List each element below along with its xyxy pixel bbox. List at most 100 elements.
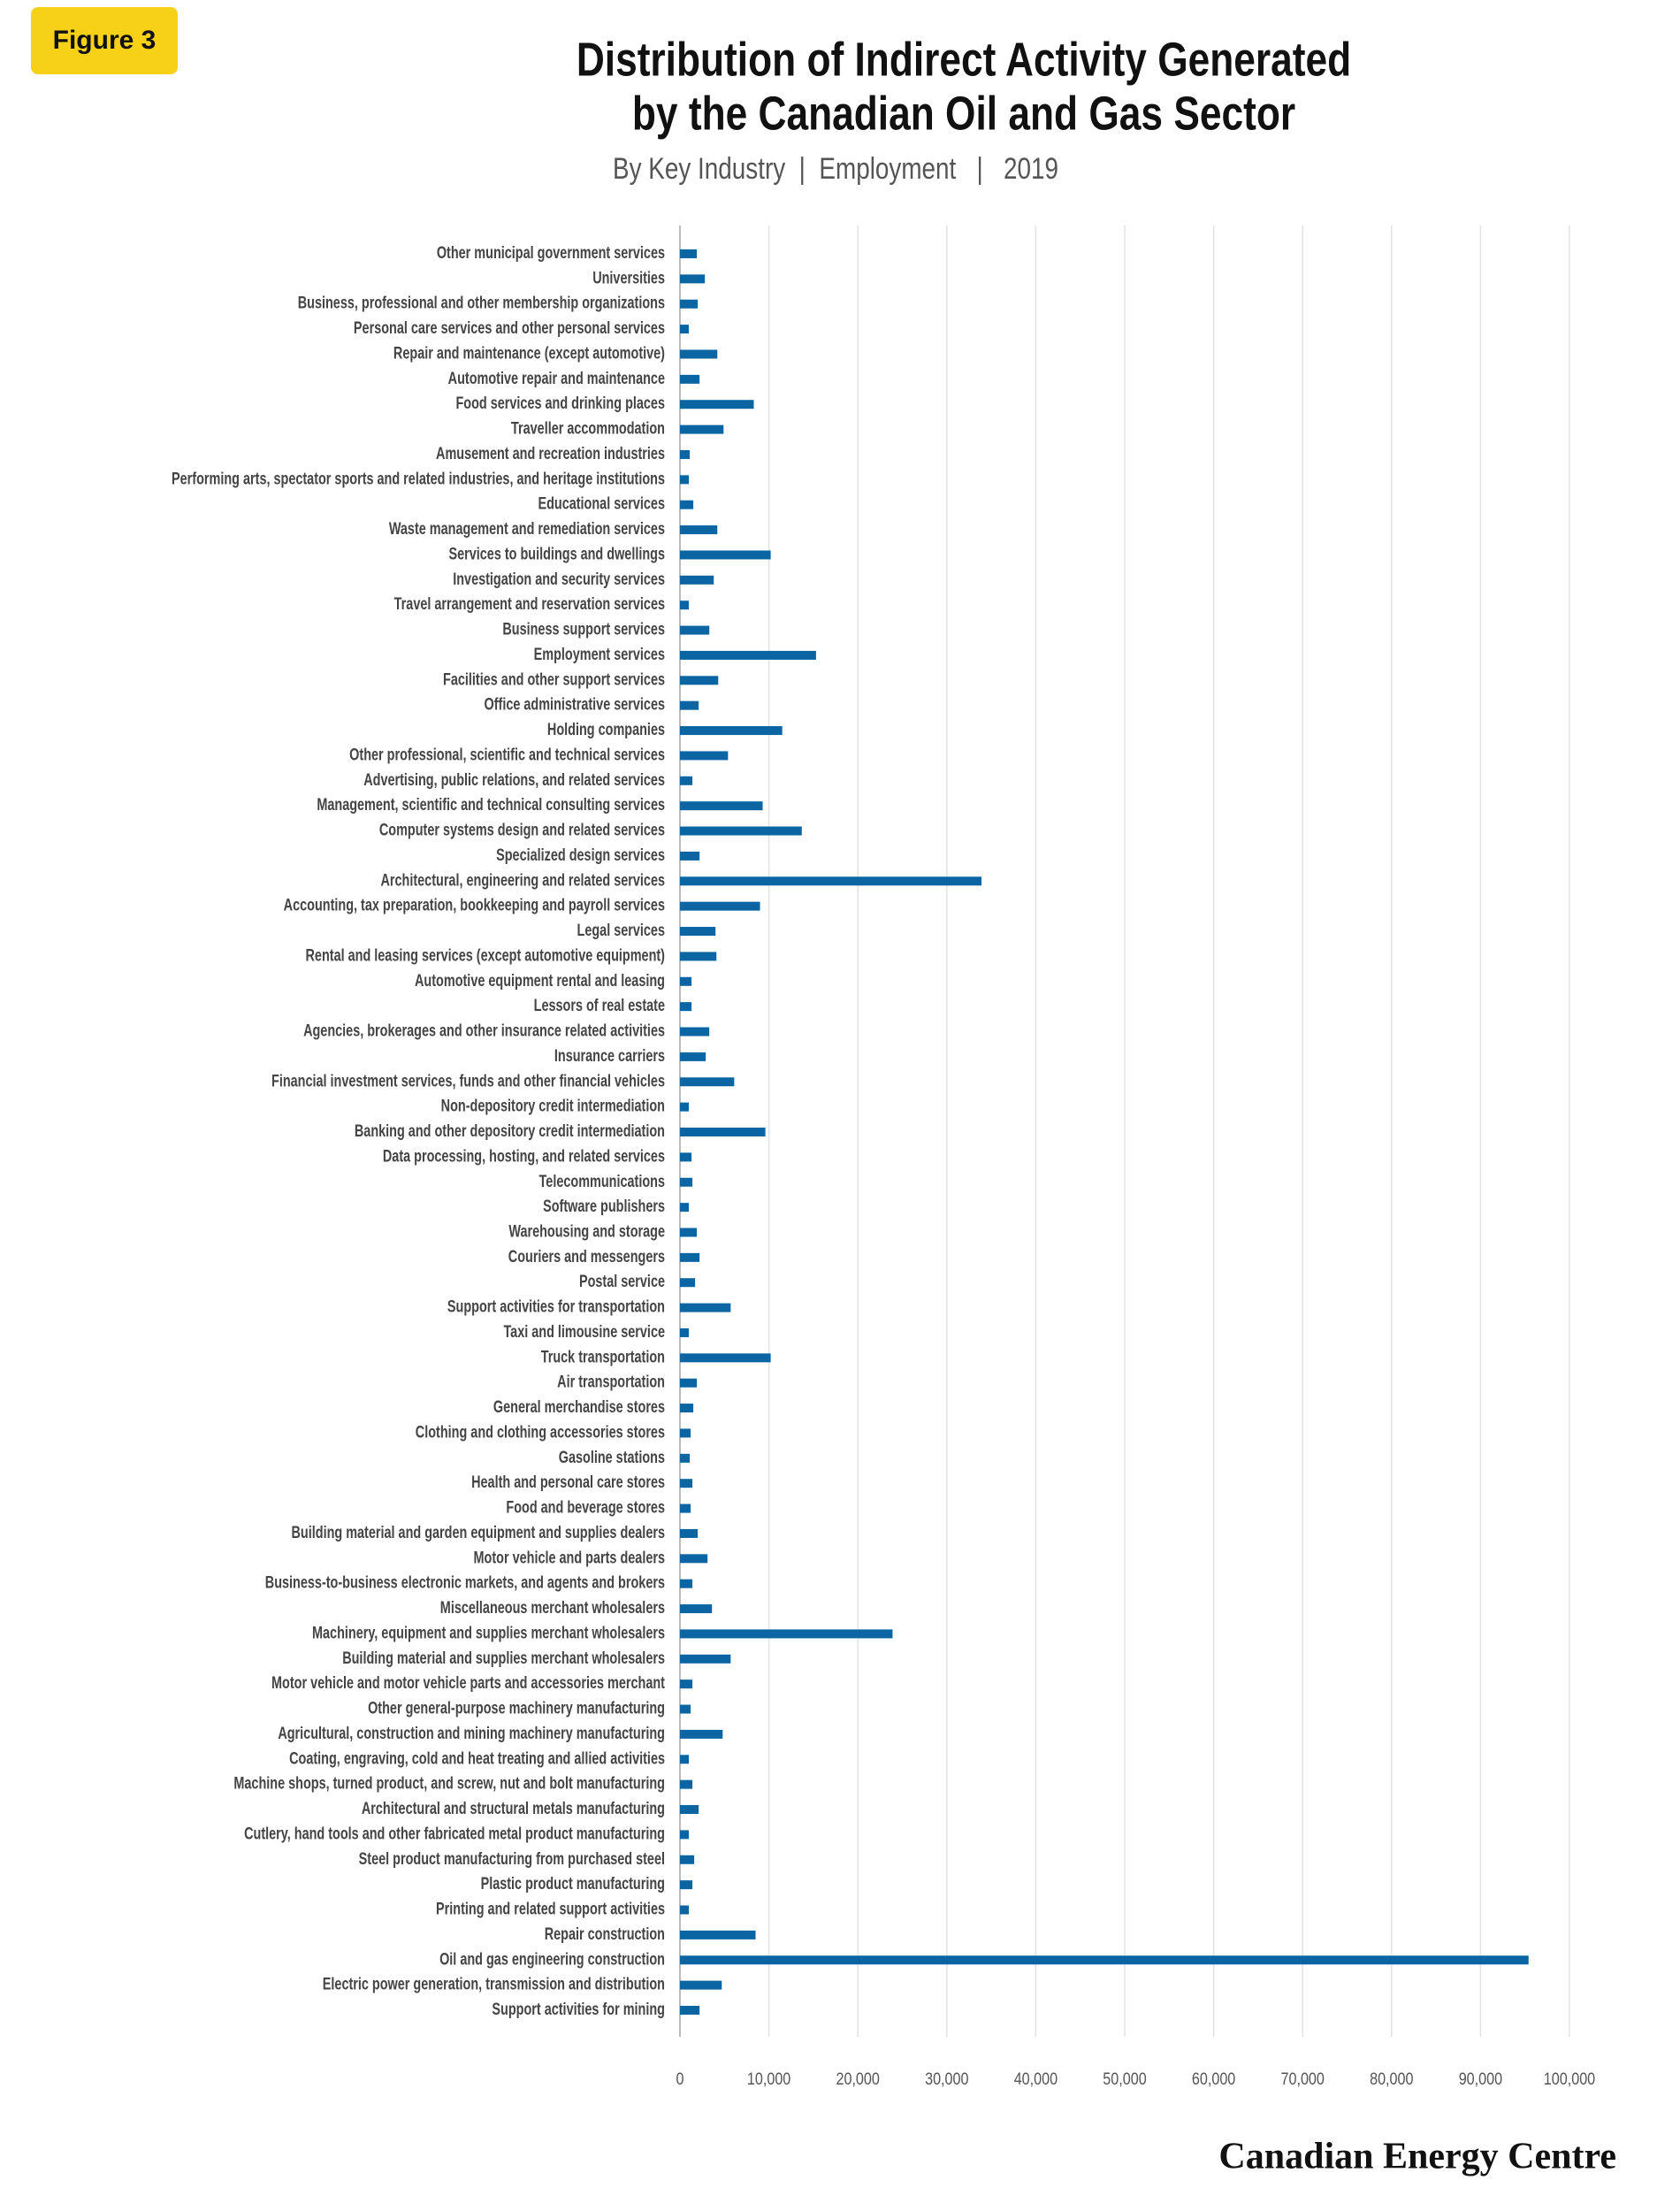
chart-title: by the Canadian Oil and Gas Sector: [632, 87, 1295, 140]
y-tick-label: Business-to-business electronic markets,…: [265, 1573, 665, 1592]
y-tick-label: Building material and garden equipment a…: [292, 1523, 665, 1542]
y-tick-label: Food and beverage stores: [506, 1498, 665, 1517]
bar: [680, 1679, 693, 1689]
bar: [680, 625, 710, 635]
bar: [680, 976, 692, 986]
bar: [680, 1428, 691, 1438]
bar: [680, 601, 690, 610]
bar: [680, 425, 724, 434]
bar: [680, 776, 693, 785]
bar: [680, 525, 718, 535]
y-tick-label: Steel product manufacturing from purchas…: [359, 1849, 665, 1868]
y-tick-label: Insurance carriers: [554, 1046, 665, 1065]
bar: [680, 299, 699, 309]
bar: [680, 575, 714, 585]
bar: [680, 1905, 690, 1915]
x-tick-label: 80,000: [1370, 2069, 1414, 2089]
y-tick-label: Holding companies: [547, 720, 665, 738]
bar: [680, 1453, 691, 1463]
y-tick-label: Amusement and recreation industries: [436, 444, 665, 463]
bar: [680, 325, 690, 334]
y-tick-label: Cutlery, hand tools and other fabricated…: [244, 1825, 665, 1843]
bar: [680, 1077, 735, 1087]
y-tick-label: Automotive equipment rental and leasing: [415, 971, 665, 990]
y-tick-label: Office administrative services: [485, 695, 665, 714]
bar: [680, 1528, 699, 1538]
bar: [680, 1404, 694, 1413]
y-tick-label: Coating, engraving, cold and heat treati…: [289, 1748, 665, 1767]
bar: [680, 1729, 723, 1739]
bar: [680, 801, 763, 811]
x-tick-label: 60,000: [1192, 2069, 1236, 2089]
y-tick-label: Other professional, scientific and techn…: [349, 746, 665, 764]
x-tick-label: 100,000: [1544, 2069, 1596, 2089]
y-tick-label: Electric power generation, transmission …: [323, 1975, 665, 1993]
y-tick-label: Investigation and security services: [453, 570, 665, 588]
bar: [680, 274, 706, 284]
figure-badge: Figure 3: [31, 7, 178, 74]
bar: [680, 1002, 692, 1012]
chart-subtitle: By Key Industry | Employment | 2019: [613, 151, 1058, 185]
bar: [680, 1128, 766, 1136]
y-tick-label: Plastic product manufacturing: [481, 1874, 665, 1893]
bar: [680, 1252, 700, 1262]
bar: [680, 952, 717, 961]
x-tick-label: 0: [676, 2069, 684, 2089]
y-tick-label: Software publishers: [543, 1197, 665, 1215]
y-tick-label: Waste management and remediation service…: [389, 519, 665, 538]
y-tick-label: Other general-purpose machinery manufact…: [368, 1699, 665, 1718]
bar: [680, 1855, 695, 1864]
y-tick-label: Printing and related support activities: [436, 1900, 665, 1918]
y-tick-label: Universities: [592, 268, 665, 287]
bar: [680, 2006, 700, 2015]
bar: [680, 927, 716, 937]
y-tick-label: Building material and supplies merchant …: [342, 1649, 665, 1667]
y-tick-label: Performing arts, spectator sports and re…: [172, 469, 665, 487]
y-tick-label: Machinery, equipment and supplies mercha…: [312, 1624, 665, 1642]
y-tick-label: Agencies, brokerages and other insurance…: [303, 1021, 665, 1040]
bar: [680, 851, 700, 861]
y-tick-label: Air transportation: [557, 1373, 665, 1391]
bar: [680, 876, 982, 886]
bar: [680, 901, 760, 911]
y-tick-label: Architectural, engineering and related s…: [380, 870, 665, 889]
chart-title: Distribution of Indirect Activity Genera…: [577, 33, 1351, 86]
bar: [680, 826, 802, 836]
bar: [680, 676, 719, 685]
bar: [680, 374, 700, 384]
x-tick-label: 50,000: [1103, 2069, 1147, 2089]
bar: [680, 1152, 692, 1162]
bar: [680, 650, 816, 660]
y-tick-label: Food services and drinking places: [455, 394, 665, 412]
y-tick-label: Advertising, public relations, and relat…: [363, 770, 665, 789]
bar: [680, 475, 690, 485]
y-tick-label: Traveller accommodation: [511, 419, 665, 438]
bar: [680, 1955, 1529, 1965]
y-tick-label: Couriers and messengers: [508, 1247, 665, 1266]
bar: [680, 1980, 722, 1990]
bar: [680, 249, 698, 258]
y-tick-label: Legal services: [577, 921, 665, 939]
y-tick-label: Financial investment services, funds and…: [271, 1071, 665, 1090]
y-tick-label: General merchandise stores: [493, 1397, 665, 1416]
bar: [680, 1704, 691, 1714]
y-tick-label: Specialized design services: [496, 845, 665, 864]
bar: [680, 1228, 698, 1237]
bar: [680, 1755, 690, 1764]
y-tick-label: Services to buildings and dwellings: [448, 545, 665, 563]
y-tick-label: Automotive repair and maintenance: [448, 369, 665, 387]
y-tick-label: Support activities for mining: [492, 2000, 665, 2018]
y-tick-label: Miscellaneous merchant wholesalers: [440, 1598, 665, 1617]
y-tick-label: Agricultural, construction and mining ma…: [278, 1724, 665, 1742]
x-tick-label: 10,000: [747, 2069, 791, 2089]
bar: [680, 1654, 731, 1664]
y-tick-label: Repair construction: [545, 1924, 665, 1943]
y-tick-label: Educational services: [538, 494, 665, 513]
y-tick-label: Motor vehicle and motor vehicle parts an…: [271, 1673, 665, 1692]
y-tick-label: Employment services: [534, 645, 665, 663]
bar: [680, 1177, 693, 1187]
bar: [680, 1554, 708, 1564]
y-tick-label: Business, professional and other members…: [298, 294, 665, 312]
